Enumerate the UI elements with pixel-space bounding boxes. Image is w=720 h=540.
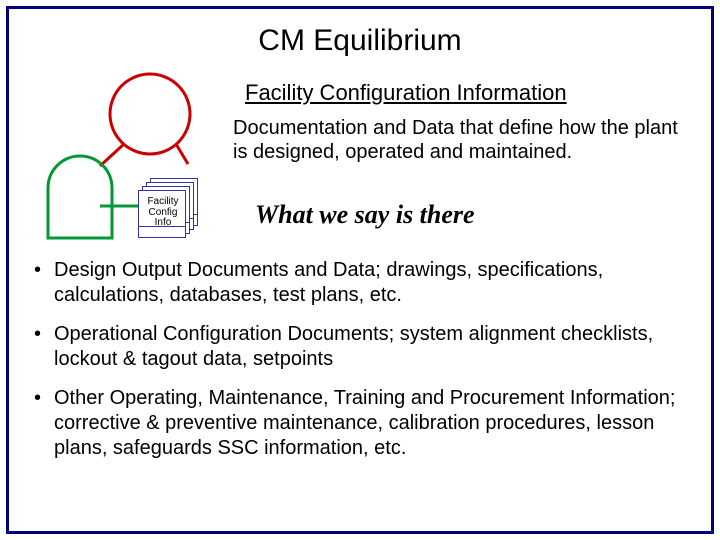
slide-tagline: What we say is there <box>255 200 475 230</box>
venn-diagram: Facility Config Info <box>30 66 230 246</box>
slide-title: CM Equilibrium <box>0 24 720 58</box>
doc-stack-label: Facility Config Info <box>142 197 184 229</box>
bullet-item: Design Output Documents and Data; drawin… <box>30 258 710 308</box>
bullet-item: Operational Configuration Documents; sys… <box>30 322 710 372</box>
slide-subtitle: Facility Configuration Information <box>245 80 567 106</box>
connector-line <box>176 144 188 164</box>
document-stack-icon: Facility Config Info <box>138 178 198 236</box>
slide-description: Documentation and Data that define how t… <box>233 116 688 164</box>
left-arch-icon <box>48 156 112 238</box>
bullet-list: Design Output Documents and Data; drawin… <box>30 258 710 475</box>
doc-page-icon: Facility Config Info <box>138 190 186 238</box>
top-circle-icon <box>110 74 190 154</box>
connector-line <box>100 144 124 166</box>
bullet-item: Other Operating, Maintenance, Training a… <box>30 386 710 461</box>
diagram-svg <box>30 66 230 246</box>
